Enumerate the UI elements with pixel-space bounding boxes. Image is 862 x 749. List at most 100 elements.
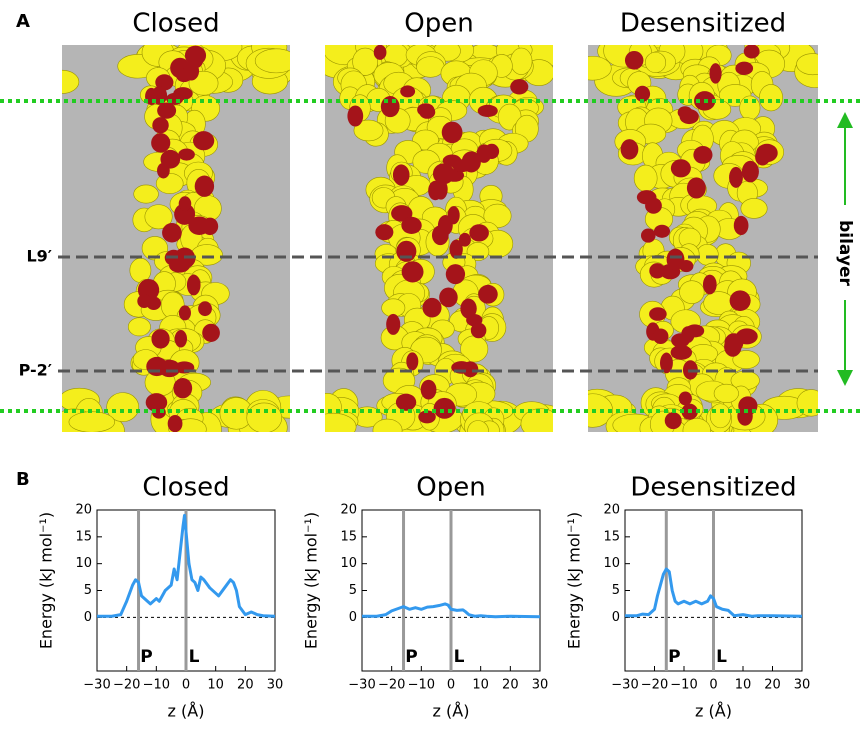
surface-spot: [406, 352, 419, 371]
chart-title: Desensitized: [630, 473, 796, 503]
level-lines: [58, 255, 818, 373]
surface-spot: [693, 145, 713, 164]
x-tick-label: 30: [532, 678, 549, 693]
chart-title: Open: [416, 473, 485, 503]
surface-spot: [729, 166, 743, 188]
surface-spot: [741, 160, 759, 183]
region-label: P: [668, 647, 680, 667]
surface-spot: [417, 103, 435, 117]
surface-blob: [133, 184, 159, 204]
surface-blob: [759, 84, 784, 112]
surface-spot: [439, 287, 458, 308]
surface-spot: [620, 139, 639, 160]
surface-spot: [678, 391, 692, 406]
surface-blob: [127, 317, 151, 337]
surface-spot: [755, 149, 771, 166]
x-tick-label: 30: [794, 678, 811, 693]
surface-spot: [735, 61, 754, 76]
surface-spot: [400, 85, 416, 98]
surface-spot: [432, 163, 455, 185]
x-tick-label: 20: [237, 678, 254, 693]
region-label: P: [405, 647, 417, 667]
surface-blob: [106, 392, 140, 422]
surface-spot: [462, 361, 479, 378]
surface-spot: [178, 148, 195, 161]
surface-spot: [476, 144, 492, 163]
surface-blob: [682, 417, 711, 432]
surface-spot: [653, 224, 671, 238]
y-tick-label: 20: [603, 503, 620, 518]
surface-spot: [422, 297, 442, 318]
surface-spot: [202, 323, 220, 342]
surface-spot: [184, 45, 207, 66]
y-tick-label: 15: [603, 529, 620, 544]
y-tick-label: 20: [75, 503, 92, 518]
surface-spot: [420, 379, 437, 400]
panel-title: Desensitized: [620, 9, 786, 39]
x-tick-label: 10: [735, 678, 752, 693]
surface-spot: [709, 63, 722, 84]
surface-spot: [418, 410, 436, 424]
x-tick-label: 10: [207, 678, 224, 693]
surface-spot: [645, 197, 662, 214]
surface-spot: [510, 79, 529, 95]
region-label: P: [140, 647, 152, 667]
surface-spot: [166, 92, 184, 105]
region-label: L: [454, 647, 465, 667]
x-tick-label: −30: [611, 678, 638, 693]
y-tick-label: 15: [75, 529, 92, 544]
surface-spot: [670, 159, 691, 178]
surface-spot: [151, 329, 170, 349]
surface-blob: [633, 164, 658, 192]
surface-spot: [373, 45, 387, 60]
surface-spot: [174, 203, 196, 225]
surface-spot: [395, 393, 417, 411]
structure-image: [588, 45, 818, 432]
x-axis-label: z (Å): [433, 702, 470, 721]
surface-blob: [372, 418, 403, 432]
chart-title: Closed: [142, 473, 229, 503]
surface-blob: [416, 56, 445, 78]
x-tick-label: 0: [709, 678, 717, 693]
x-tick-label: 30: [267, 678, 284, 693]
panel-label: B: [16, 469, 30, 490]
surface-spot: [449, 239, 463, 259]
y-tick-label: 0: [349, 610, 357, 625]
panel-label: A: [16, 11, 30, 32]
surface-spot: [733, 215, 749, 236]
y-tick-label: 10: [75, 556, 92, 571]
surface-spot: [469, 224, 489, 242]
surface-spot: [151, 133, 171, 153]
surface-spot: [461, 151, 481, 173]
surface-blob: [246, 402, 283, 432]
surface-blob: [696, 243, 719, 266]
surface-spot: [652, 328, 669, 344]
y-tick-label: 15: [340, 529, 357, 544]
surface-blob: [352, 47, 379, 76]
surface-spot: [347, 105, 364, 127]
region-label: L: [716, 647, 727, 667]
y-axis-label: Energy (kJ mol⁻¹): [302, 512, 321, 649]
surface-spot: [157, 102, 177, 119]
region-label: L: [189, 647, 200, 667]
surface-spot: [702, 274, 717, 295]
surface-blob: [739, 95, 761, 121]
surface-blob: [62, 69, 80, 94]
y-axis-label: Energy (kJ mol⁻¹): [37, 512, 56, 649]
surface-blob: [713, 383, 739, 404]
surface-spot: [152, 117, 169, 134]
surface-spot: [162, 223, 182, 243]
surface-spot: [137, 294, 152, 309]
surface-spot: [386, 313, 401, 335]
surface-blob: [467, 420, 489, 432]
surface-spot: [624, 50, 644, 70]
x-axis-label: z (Å): [695, 702, 732, 721]
panel-title: Open: [404, 9, 473, 39]
y-tick-label: 5: [612, 583, 620, 598]
surface-spot: [664, 412, 682, 430]
surface-spot: [173, 377, 193, 399]
surface-blob: [510, 47, 533, 75]
surface-spot: [445, 264, 466, 285]
structure-image: [62, 45, 290, 432]
data-line: [625, 567, 803, 618]
